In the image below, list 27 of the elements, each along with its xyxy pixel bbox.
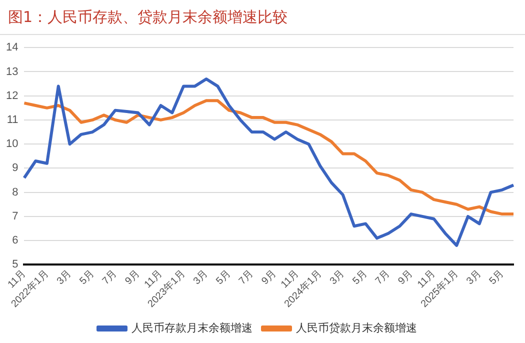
- chart-title: 图1：人民币存款、贷款月末余额增速比较: [0, 0, 525, 35]
- y-tick-label: 14: [6, 42, 18, 54]
- x-tick-label: 5月: [78, 268, 97, 288]
- legend-label: 人民币贷款月末余额增速: [296, 321, 417, 334]
- y-tick-label: 6: [12, 234, 18, 247]
- x-tick-label: 3月: [192, 268, 210, 288]
- x-tick-label: 3月: [328, 268, 347, 288]
- x-tick-label: 9月: [396, 268, 416, 288]
- x-tick-label: 7月: [374, 268, 392, 288]
- x-tick-label: 5月: [214, 268, 234, 288]
- y-tick-label: 13: [6, 66, 18, 78]
- y-tick-label: 10: [6, 138, 18, 150]
- y-tick-label: 9: [12, 162, 18, 174]
- y-tick-label: 11: [6, 114, 18, 126]
- y-tick-label: 5: [12, 258, 18, 271]
- x-tick-label: 3月: [55, 268, 74, 288]
- legend-label: 人民币存款月末余额增速: [132, 321, 252, 334]
- x-tick-label: 7月: [237, 268, 256, 288]
- x-tick-label: 7月: [100, 268, 120, 288]
- x-tick-label: 5月: [487, 268, 506, 288]
- y-tick-label: 7: [12, 210, 18, 222]
- x-tick-label: 9月: [123, 268, 142, 288]
- y-tick-label: 12: [6, 90, 18, 102]
- x-tick-label: 9月: [260, 268, 279, 288]
- x-tick-label: 5月: [350, 268, 370, 288]
- x-tick-label: 3月: [464, 268, 484, 288]
- y-tick-label: 8: [12, 186, 18, 198]
